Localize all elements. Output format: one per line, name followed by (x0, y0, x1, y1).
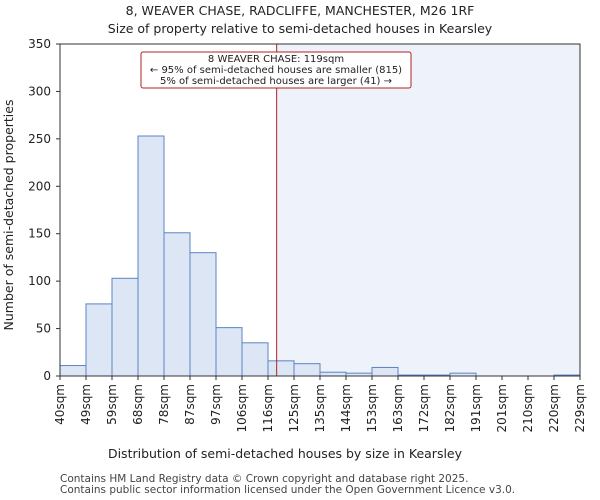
bar-59sqm (111, 277, 139, 377)
x-tick-label: 182sqm (443, 384, 457, 432)
x-tick-label: 106sqm (235, 384, 249, 432)
y-tick-label: 200 (28, 179, 51, 193)
annotation-line-1: 8 WEAVER CHASE: 119sqm (208, 54, 344, 65)
bar-40sqm (59, 365, 87, 377)
chart-subtitle: Size of property relative to semi-detach… (108, 21, 493, 36)
bar-97sqm (215, 327, 243, 377)
y-tick-label: 350 (28, 37, 51, 51)
y-tick-label: 250 (28, 132, 51, 146)
x-tick-label: 78sqm (157, 384, 171, 425)
bar-153sqm (371, 366, 399, 377)
bar-49sqm (85, 303, 113, 377)
x-tick-label: 116sqm (261, 384, 275, 432)
x-tick-label: 87sqm (183, 384, 197, 425)
chart-title: 8, WEAVER CHASE, RADCLIFFE, MANCHESTER, … (126, 3, 475, 18)
x-tick-label: 59sqm (105, 384, 119, 425)
y-tick-label: 50 (36, 322, 51, 336)
annotation-frame (140, 51, 412, 89)
y-tick-label: 150 (28, 227, 51, 241)
x-tick-label: 191sqm (469, 384, 483, 432)
x-tick-label: 201sqm (495, 384, 509, 432)
y-tick-label: 300 (28, 84, 51, 98)
annotation-line-2: ← 95% of semi-detached houses are smalle… (150, 65, 402, 76)
y-tick-label: 100 (28, 274, 51, 288)
x-tick-label: 172sqm (417, 384, 431, 432)
y-axis: 0 50 100 150 200 250 300 350 (28, 37, 60, 383)
x-tick-label: 135sqm (313, 384, 327, 432)
annotation-box: 8 WEAVER CHASE: 119sqm ← 95% of semi-det… (140, 51, 412, 89)
x-tick-label: 144sqm (339, 384, 353, 432)
x-tick-label: 49sqm (79, 384, 93, 425)
y-tick-label: 0 (43, 369, 51, 383)
x-tick-label: 153sqm (365, 384, 379, 432)
bar-125sqm (293, 363, 321, 377)
x-tick-label: 163sqm (391, 384, 405, 432)
x-tick-label: 229sqm (573, 384, 587, 432)
x-tick-label: 125sqm (287, 384, 301, 432)
bars (59, 135, 581, 377)
bar-116sqm (267, 360, 295, 377)
x-tick-label: 97sqm (209, 384, 223, 425)
bar-78sqm (163, 232, 191, 377)
x-tick-label: 220sqm (547, 384, 561, 432)
x-axis-label: Distribution of semi-detached houses by … (108, 446, 463, 461)
bar-135sqm (319, 371, 347, 377)
annotation-line-3: 5% of semi-detached houses are larger (4… (160, 76, 392, 87)
larger-region-highlight (276, 44, 580, 376)
x-tick-label: 210sqm (521, 384, 535, 432)
x-tick-label: 40sqm (53, 384, 67, 425)
bar-68sqm (137, 135, 165, 377)
bar-106sqm (241, 342, 269, 377)
y-axis-label: Number of semi-detached properties (1, 100, 16, 331)
footer-licence: Contains public sector information licen… (60, 484, 516, 496)
x-axis: 40sqm 49sqm 59sqm 68sqm 78sqm 87sqm 97sqm 106sq… (53, 376, 587, 432)
bar-87sqm (189, 252, 217, 377)
x-tick-label: 68sqm (131, 384, 145, 425)
footer-copyright: Contains HM Land Registry data © Crown c… (60, 473, 469, 485)
